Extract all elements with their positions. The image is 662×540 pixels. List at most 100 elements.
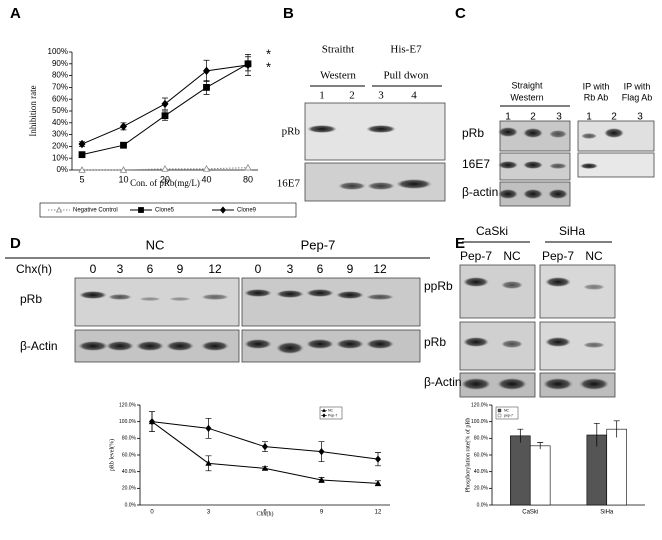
legend-swatch: [497, 408, 502, 413]
x-tick-label: 0: [150, 510, 154, 516]
blot-header: Straitht: [322, 44, 354, 56]
lane-label: Pep-7: [460, 249, 492, 263]
annotation: *: [266, 46, 271, 61]
lane-label: 9: [177, 262, 184, 276]
row-label: pRb: [462, 126, 484, 140]
blot-band: [545, 277, 571, 287]
blot-band: [581, 133, 597, 139]
blot-band: [548, 189, 568, 199]
blot-band: [336, 291, 364, 299]
series-line: [82, 167, 249, 171]
blot-band: [498, 189, 518, 199]
blot-band: [579, 378, 609, 390]
marker: [161, 99, 169, 109]
blot-header: Pull dwon: [384, 70, 429, 82]
x-tick-label: SiHa: [600, 510, 614, 516]
blot-band: [463, 337, 489, 347]
lane-label: 0: [255, 262, 262, 276]
blot-band: [523, 128, 543, 138]
legend-box: [319, 406, 343, 420]
x-tick-label: CaSki: [522, 510, 538, 516]
blot-band: [79, 291, 107, 299]
lane-label: 3: [117, 262, 124, 276]
marker: [78, 139, 86, 149]
y-tick-label: 40.0%: [474, 469, 489, 475]
blot-band: [501, 340, 523, 348]
marker: [78, 166, 86, 173]
blot-band: [461, 378, 491, 390]
blot-band: [501, 281, 523, 289]
blot-band: [545, 337, 571, 347]
blot-band: [78, 341, 108, 351]
blot-band: [306, 339, 334, 349]
x-tick-label: 10: [118, 174, 128, 184]
x-tick-label: 3: [207, 510, 211, 516]
row-label: β-Actin: [424, 375, 462, 389]
legend-box: [495, 406, 519, 420]
blot-header: Western: [510, 92, 543, 102]
lane-label: 12: [208, 262, 222, 276]
blot-band: [543, 378, 573, 390]
legend-label: Pep-7: [328, 413, 337, 417]
y-tick-label: 120.0%: [119, 402, 137, 408]
marker: [374, 455, 382, 463]
legend-label: pep-7: [504, 413, 513, 417]
lane-label: NC: [585, 249, 603, 263]
blot-layer: [74, 102, 655, 398]
y-axis-label: Phosphorylation rate(% of pRb: [464, 418, 471, 493]
marker: [119, 122, 128, 131]
bar: [529, 445, 551, 506]
blot-band: [498, 127, 518, 137]
blot-band: [583, 284, 605, 290]
y-tick-label: 100.0%: [471, 419, 489, 425]
group-label: Pep-7: [301, 237, 336, 252]
y-tick-label: 50%: [52, 106, 68, 115]
lane-label: 3: [287, 262, 294, 276]
blot-band: [169, 297, 191, 301]
blot-band: [106, 341, 134, 351]
blot-header: IP with: [624, 81, 651, 91]
y-tick-label: 80.0%: [122, 436, 137, 442]
x-tick-label: 6: [263, 510, 267, 516]
error-bar: [593, 422, 600, 447]
marker: [318, 476, 325, 483]
blot-band: [166, 341, 194, 351]
x-axis-label: Chx(h): [257, 510, 274, 517]
y-tick-label: 0%: [56, 165, 68, 174]
y-tick-label: 0.0%: [125, 502, 137, 508]
panel-label: B: [283, 5, 294, 22]
blot-header: IP with: [583, 81, 610, 91]
legend-label: NC: [328, 408, 334, 412]
blot-band: [244, 289, 272, 297]
marker: [78, 151, 86, 159]
y-tick-label: 40.0%: [122, 469, 137, 475]
row-label: ppRb: [424, 279, 453, 293]
marker: [148, 418, 156, 426]
legend-marker: [138, 207, 144, 213]
lane-label: 1: [586, 112, 592, 123]
panel-label: A: [10, 5, 21, 22]
error-bar: [537, 442, 544, 450]
lane-label: 1: [319, 90, 325, 102]
lane-label: 0: [90, 262, 97, 276]
group-label: NC: [146, 237, 165, 252]
blot-header: Rb Ab: [584, 92, 609, 102]
blot-band: [523, 189, 543, 199]
blot-band: [396, 179, 432, 189]
lane-label: 3: [556, 112, 562, 123]
blot-band: [604, 128, 624, 138]
lane-label: 9: [347, 262, 354, 276]
marker: [120, 141, 127, 149]
marker: [244, 163, 252, 171]
lane-label: NC: [503, 249, 521, 263]
lane-label: 2: [349, 90, 355, 102]
blot-band: [139, 297, 161, 301]
marker: [161, 164, 169, 172]
blot-band: [498, 161, 518, 169]
marker: [161, 112, 169, 120]
row-label: 16E7: [277, 178, 301, 190]
y-tick-label: 20.0%: [122, 486, 137, 492]
marker: [203, 84, 210, 91]
lane-label: 2: [611, 112, 617, 123]
blot-band: [366, 339, 394, 349]
